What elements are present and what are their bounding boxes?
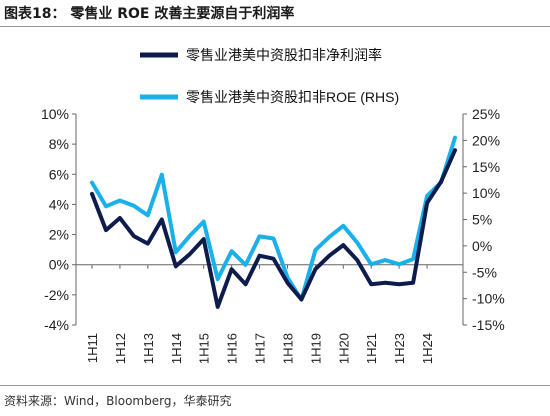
right-axis-tick-label: -5% xyxy=(472,264,497,280)
legend-label-2: 零售业港美中资股扣非ROE (RHS) xyxy=(186,89,399,105)
x-axis-tick-label: 1H12 xyxy=(113,333,128,364)
x-axis-tick-label: 1H13 xyxy=(141,333,156,364)
left-axis-tick-label: -4% xyxy=(44,317,69,333)
x-axis-tick-label: 1H14 xyxy=(169,333,184,364)
series-line-1 xyxy=(90,148,457,309)
title-divider xyxy=(0,26,550,27)
x-axis-tick-label: 1H17 xyxy=(253,333,268,364)
right-axis-tick-label: -15% xyxy=(472,317,505,333)
right-axis-tick-label: 10% xyxy=(472,185,500,201)
right-axis-tick-label: 15% xyxy=(472,159,500,175)
source-divider xyxy=(0,385,550,386)
left-axis-tick-label: 4% xyxy=(49,196,69,212)
x-axis-tick-label: 1H21 xyxy=(364,333,379,364)
left-axis-tick-label: -2% xyxy=(44,287,69,303)
legend-label-1: 零售业港美中资股扣非净利润率 xyxy=(186,47,382,63)
right-axis-tick-label: 20% xyxy=(472,132,500,148)
x-axis-tick-label: 1H19 xyxy=(308,333,323,364)
chart: -4% -2% 0% 2% 4% 6% 8% 10% -15% -10% -5% 0% 5% 10% 15%… xyxy=(41,47,505,364)
source-note: 资料来源：Wind，Bloomberg，华泰研究 xyxy=(4,394,232,408)
left-axis-tick-label: 8% xyxy=(49,136,69,152)
right-axis-tick-label: -10% xyxy=(472,291,505,307)
series-line-2 xyxy=(90,135,457,302)
left-axis-tick-label: 2% xyxy=(49,227,69,243)
x-axis-tick-label: 1H24 xyxy=(420,333,435,364)
x-axis-tick-label: 1H11 xyxy=(85,333,100,363)
left-axis-tick-label: 6% xyxy=(49,166,69,182)
right-axis-tick-label: 0% xyxy=(472,238,492,254)
left-axis-tick-label: 0% xyxy=(49,257,69,273)
right-axis-tick-label: 25% xyxy=(472,106,500,122)
left-axis-tick-label: 10% xyxy=(41,106,69,122)
x-axis-tick-label: 1H16 xyxy=(225,333,240,364)
figure-title: 图表18： 零售业 ROE 改善主要源自于利润率 xyxy=(4,6,295,22)
x-axis-tick-label: 1H23 xyxy=(392,333,407,364)
x-axis-tick-label: 1H18 xyxy=(280,333,295,364)
x-axis-tick-label: 1H15 xyxy=(197,333,212,364)
x-axis-tick-label: 1H20 xyxy=(336,333,351,364)
right-axis-tick-label: 5% xyxy=(472,212,492,228)
